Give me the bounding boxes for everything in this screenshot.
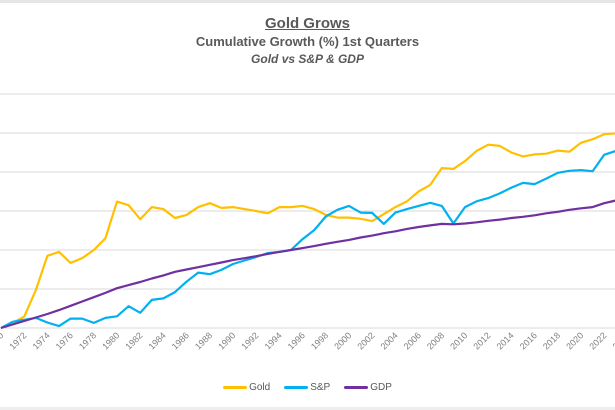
chart-subtitle: Cumulative Growth (%) 1st Quarters [195,34,420,49]
legend: Gold S&P GDP [0,382,615,393]
x-tick-label: 2020 [564,330,585,351]
x-tick-label: 1994 [263,330,284,351]
x-tick-label: 1990 [216,330,237,351]
x-tick-label: 1970 [0,330,5,351]
legend-item-sp: S&P [284,382,330,393]
x-tick-label: 2024 [611,330,615,351]
bottom-border [0,407,615,410]
x-tick-label: 2010 [448,330,469,351]
x-tick-label: 1972 [7,330,28,351]
x-tick-label: 2008 [425,330,446,351]
legend-item-gdp: GDP [344,382,392,393]
x-tick-label: 1996 [286,330,307,351]
legend-label-gdp: GDP [370,382,392,393]
x-tick-label: 1988 [193,330,214,351]
legend-label-sp: S&P [310,382,331,393]
series-line-gdp [0,199,615,330]
x-tick-label: 2018 [541,330,562,351]
series-lines [0,132,615,330]
x-tick-label: 1978 [77,330,98,351]
chart-title: Gold Grows [264,15,350,32]
series-line-gold [0,132,615,330]
legend-label-gold: Gold [249,382,271,393]
x-tick-label: 1974 [31,330,52,351]
x-tick-label: 1986 [170,330,191,351]
x-tick-label: 2016 [518,330,539,351]
series-line-sp [0,150,615,329]
gridlines [0,93,615,329]
top-border [0,0,615,3]
chart-titles: Gold Grows Cumulative Growth (%) 1st Qua… [0,14,615,68]
x-tick-label: 1984 [147,330,168,351]
x-tick-label: 2000 [332,330,353,351]
x-tick-label: 2002 [355,330,376,351]
x-tick-label: 2012 [471,330,492,351]
x-tick-label: 1992 [239,330,260,351]
x-tick-label: 1976 [54,330,75,351]
x-tick-label: 2014 [495,330,516,351]
legend-swatch-gdp [344,386,369,389]
x-tick-label: 2022 [587,330,608,351]
x-tick-label: 1998 [309,330,330,351]
x-tick-label: 1980 [100,330,121,351]
legend-swatch-gold [223,386,248,389]
legend-swatch-sp [284,386,309,389]
x-tick-labels: 1970 1972 1974 1976 1978 1980 1982 1984 1986 1988… [0,330,615,351]
x-tick-label: 2004 [379,330,400,351]
x-tick-label: 1982 [123,330,144,351]
chart-subtitle-2: Gold vs S&P & GDP [251,52,364,66]
x-tick-label: 2006 [402,330,423,351]
legend-item-gold: Gold [223,382,270,393]
